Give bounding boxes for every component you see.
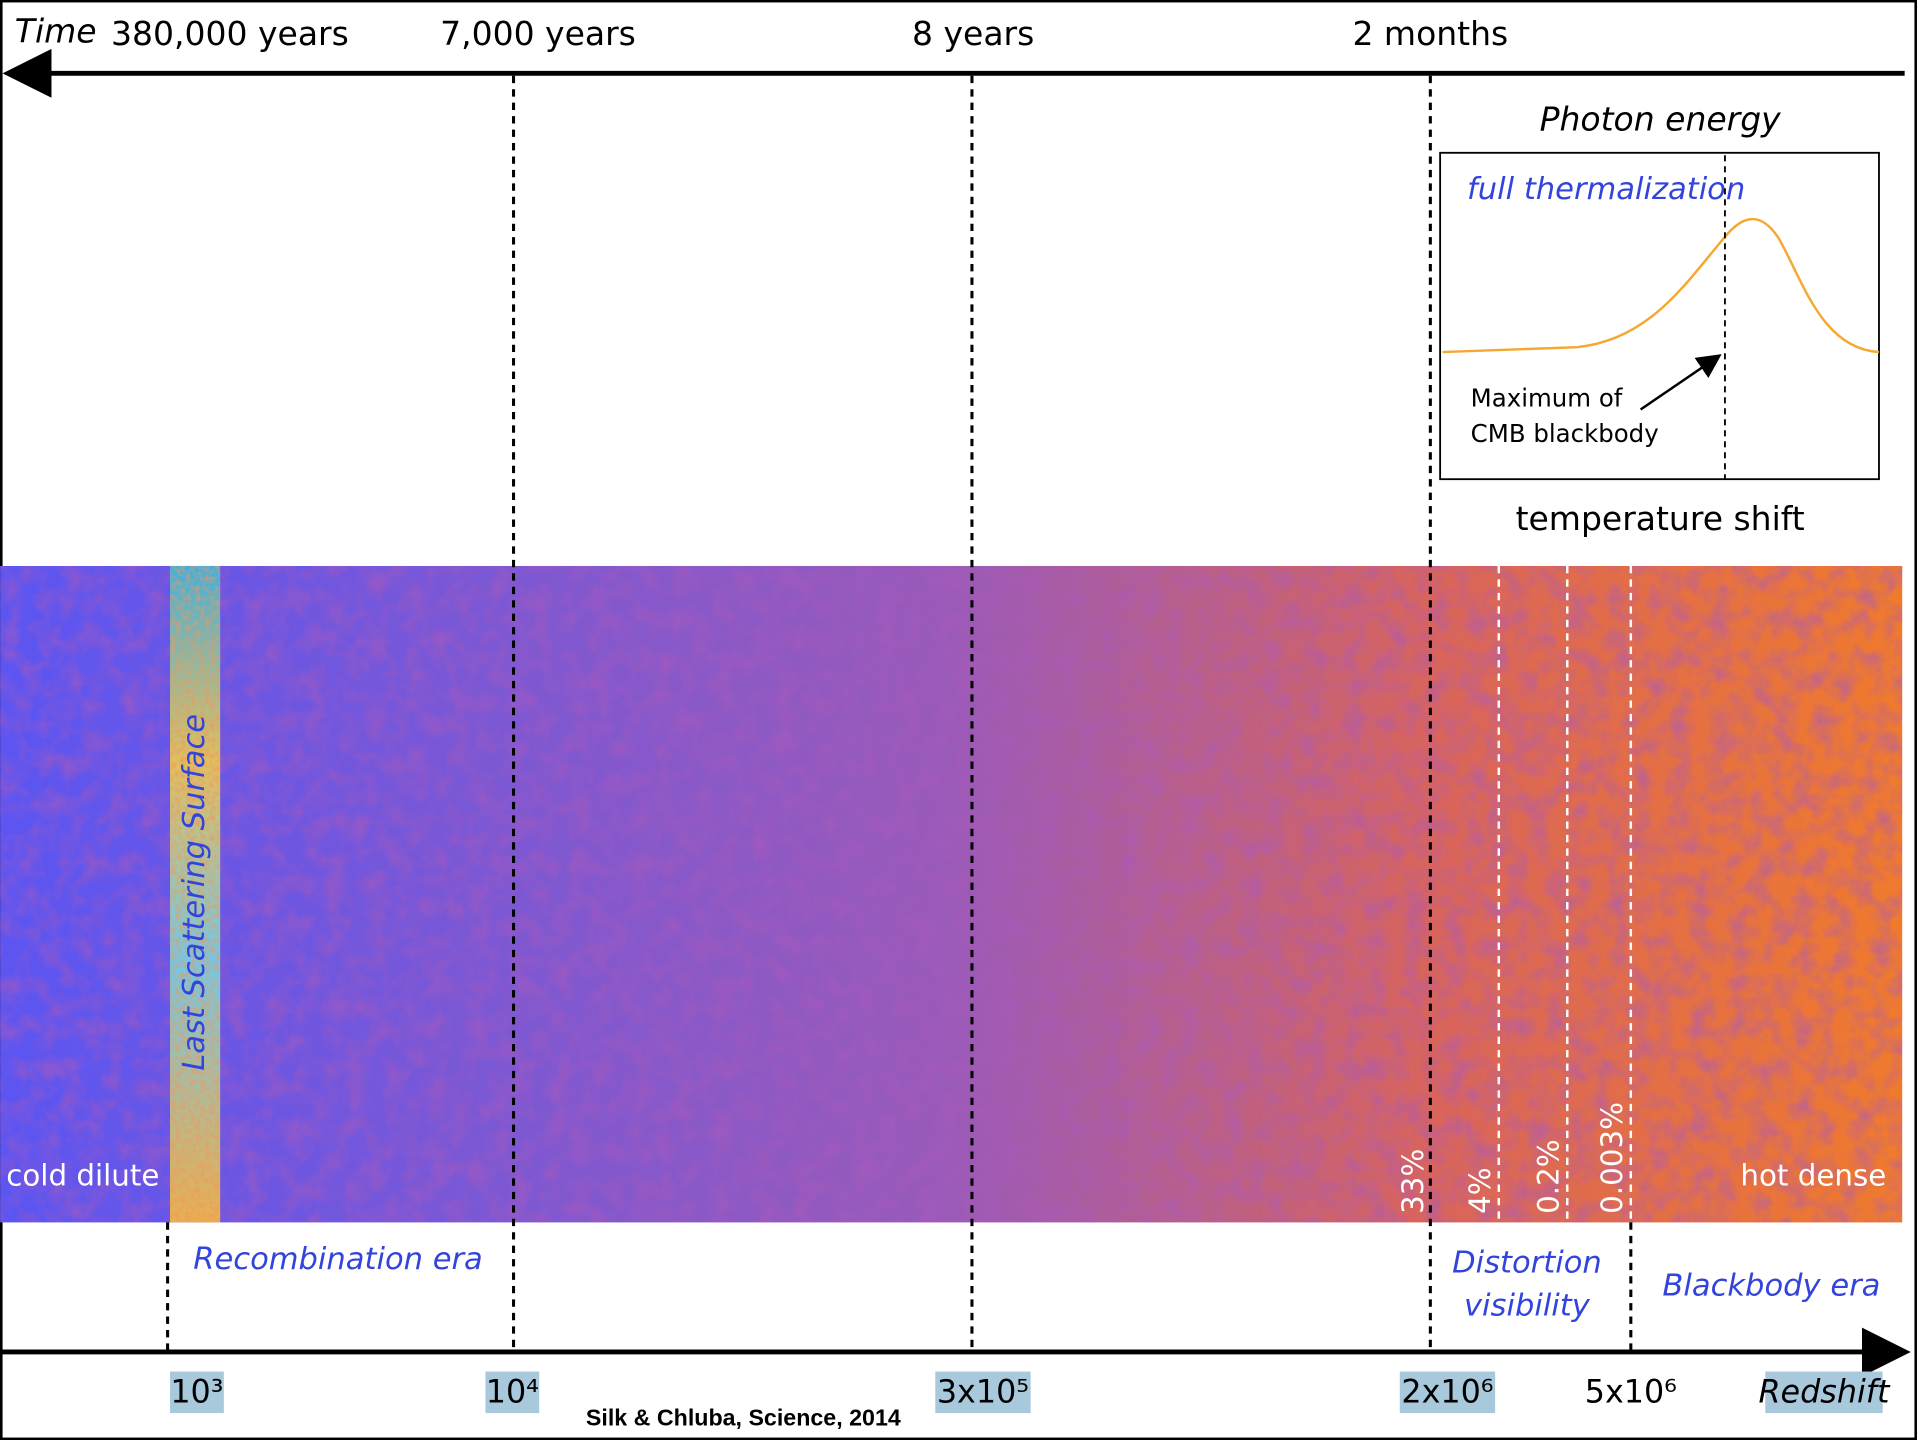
- percent-label: 0.003%: [1595, 1102, 1629, 1214]
- percent-label: 0.2%: [1532, 1139, 1566, 1214]
- annotation: Maximum of: [1471, 384, 1624, 413]
- time-label: Time: [15, 12, 97, 51]
- label-bg: [170, 1371, 224, 1414]
- label-bg: [485, 1371, 540, 1414]
- blackbody-curve: [1442, 217, 1880, 354]
- inset-title: Photon energy: [1540, 100, 1782, 139]
- annotation: CMB blackbody: [1471, 419, 1659, 448]
- annotation-arrow: [1639, 354, 1722, 411]
- percent-label: 33%: [1396, 1149, 1430, 1214]
- era-label: Distortion: [1452, 1245, 1602, 1280]
- redshift-label: 3x10⁵: [937, 1375, 1029, 1411]
- strip-texture: [170, 565, 221, 1223]
- era-label: Blackbody era: [1662, 1269, 1880, 1304]
- inset-box: [1439, 151, 1880, 481]
- curve-label: full thermalization: [1467, 172, 1745, 207]
- redshift-label: 5x10⁶: [1585, 1375, 1677, 1411]
- redshift-label: Redshift: [1758, 1375, 1890, 1411]
- time-tick: 380,000 years: [111, 14, 349, 53]
- era-label: Recombination era: [193, 1242, 483, 1277]
- strip-label: Last Scattering Surface: [177, 714, 212, 1071]
- citation: Silk & Chluba, Science, 2014: [586, 1404, 901, 1430]
- redshift-label: 10⁴: [486, 1375, 539, 1411]
- time-tick: 7,000 years: [440, 14, 636, 53]
- redshift-label: 10³: [170, 1375, 223, 1411]
- time-tick: 2 months: [1352, 14, 1508, 53]
- band-texture: [0, 565, 1903, 1223]
- right-label: hot dense: [1740, 1159, 1886, 1193]
- label-bg: [1765, 1371, 1883, 1414]
- label-bg: [1399, 1371, 1496, 1414]
- time-tick: 8 years: [912, 14, 1034, 53]
- inset-caption: temperature shift: [1516, 499, 1805, 538]
- era-label: visibility: [1464, 1288, 1591, 1323]
- redshift-label: 2x10⁶: [1401, 1375, 1493, 1411]
- percent-label: 4%: [1463, 1167, 1497, 1214]
- label-bg: [935, 1371, 1031, 1414]
- left-label: cold dilute: [6, 1159, 159, 1193]
